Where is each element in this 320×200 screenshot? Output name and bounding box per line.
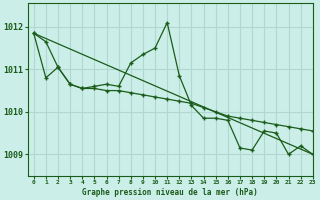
X-axis label: Graphe pression niveau de la mer (hPa): Graphe pression niveau de la mer (hPa) <box>82 188 258 197</box>
